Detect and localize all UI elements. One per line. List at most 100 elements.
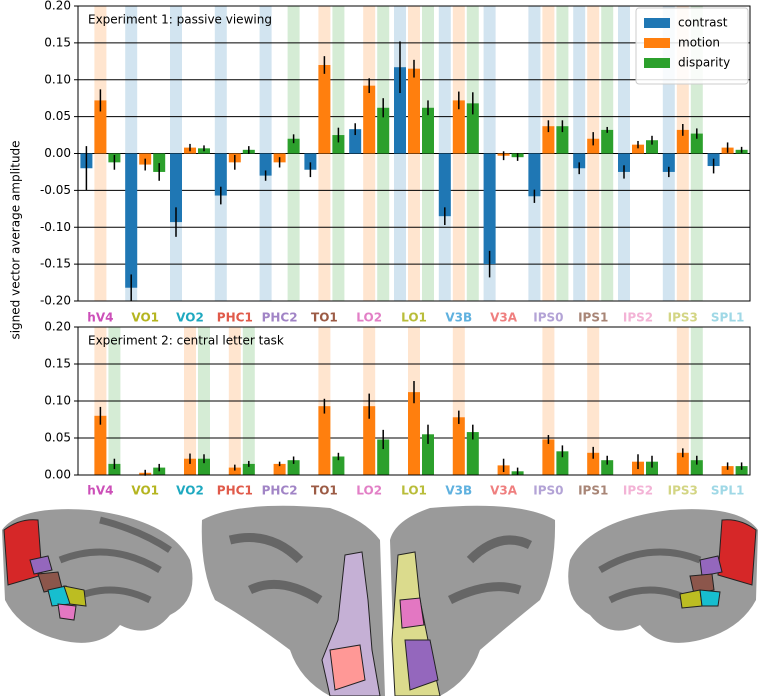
x-tick-label: TO1	[311, 311, 338, 325]
bar	[94, 415, 107, 475]
y-tick-label: 0.10	[44, 394, 71, 408]
x-tick-label: TO1	[311, 484, 338, 498]
y-axis-label: signed vector average amplitude	[9, 140, 23, 339]
bar	[287, 460, 300, 475]
y-tick-label: 0.15	[44, 357, 71, 371]
bar	[452, 100, 465, 154]
plot-frame	[77, 5, 751, 302]
bar	[452, 417, 465, 475]
y-tick-label: 0.10	[44, 72, 71, 86]
bar	[646, 461, 658, 475]
x-tick-label: LO2	[356, 484, 382, 498]
bar	[601, 129, 614, 154]
bar	[721, 466, 734, 475]
legend-swatch	[644, 38, 670, 48]
bar	[466, 432, 479, 475]
x-tick-label: SPL1	[711, 311, 744, 325]
x-tick-label: V3A	[490, 311, 518, 325]
x-tick-label: IPS3	[668, 311, 698, 325]
bar	[332, 456, 345, 475]
bar	[394, 67, 406, 154]
x-tick-label: LO1	[401, 311, 427, 325]
y-tick-label: 0.15	[44, 35, 71, 49]
bar	[153, 153, 166, 172]
x-tick-label: VO1	[131, 311, 159, 325]
bar	[587, 138, 600, 154]
x-tick-label: SPL1	[711, 484, 744, 498]
bar	[198, 458, 210, 475]
y-tick-label: -0.20	[40, 294, 71, 308]
brain-left-lateral	[2, 509, 193, 643]
bar	[259, 153, 272, 176]
y-tick-label: 0.00	[44, 468, 71, 482]
bar	[408, 392, 420, 475]
bar	[690, 133, 703, 154]
bar	[287, 138, 300, 154]
legend-label: motion	[678, 36, 720, 50]
y-tick-label: -0.15	[40, 257, 71, 271]
bar	[332, 135, 345, 154]
x-tick-label: PHC1	[217, 484, 253, 498]
bar	[618, 153, 630, 172]
brain-posterior	[200, 505, 556, 696]
legend-label: disparity	[678, 56, 730, 70]
y-tick-label: 0.00	[44, 146, 71, 160]
bar	[690, 460, 703, 475]
bar	[273, 463, 286, 475]
bar	[438, 153, 451, 217]
y-tick-label: 0.05	[44, 109, 71, 123]
x-tick-label: V3B	[445, 311, 472, 325]
x-tick-label: VO2	[176, 311, 204, 325]
x-tick-label: PHC2	[262, 311, 298, 325]
x-tick-label: IPS3	[668, 484, 698, 498]
bar	[94, 100, 107, 154]
legend-label: contrast	[678, 16, 728, 30]
bar	[466, 103, 479, 154]
bar	[363, 85, 376, 154]
x-tick-label: hV4	[87, 311, 113, 325]
y-tick-label: 0.05	[44, 431, 71, 445]
legend-swatch	[644, 58, 670, 68]
bar	[242, 463, 255, 475]
plot-frame	[77, 326, 751, 476]
bar	[422, 107, 434, 154]
bar	[408, 68, 420, 154]
bar	[676, 129, 689, 154]
bar	[318, 406, 331, 475]
bar	[125, 153, 138, 288]
chart-title: Experiment 2: central letter task	[88, 334, 284, 348]
bar	[108, 463, 121, 475]
chart-title: Experiment 1: passive viewing	[88, 13, 272, 27]
brain-right-lateral	[568, 509, 758, 643]
x-tick-label: IPS2	[623, 311, 653, 325]
x-tick-label: IPS2	[623, 484, 653, 498]
bar	[601, 460, 614, 475]
bar	[646, 140, 658, 154]
chart-panel: 0.00 0.05 0.10 0.15 0.20 hV4 VO1 VO2 PHC1 PHC2 TO1…	[44, 320, 751, 498]
bar	[170, 153, 182, 223]
x-tick-label: VO2	[176, 484, 204, 498]
x-tick-label: IPS1	[578, 484, 608, 498]
bar	[483, 153, 496, 265]
x-tick-label: IPS0	[533, 484, 563, 498]
bar	[587, 452, 600, 475]
bar	[349, 129, 362, 154]
x-tick-label: VO1	[131, 484, 159, 498]
bar	[556, 126, 569, 154]
y-tick-label: -0.10	[40, 220, 71, 234]
bar	[184, 458, 196, 475]
y-tick-label: -0.05	[40, 183, 71, 197]
bar	[228, 467, 241, 475]
bar	[542, 126, 555, 154]
chart-panel: -0.20 -0.15 -0.10 -0.05 0.00 0.05 0.10 0.15 0.20…	[40, 0, 751, 325]
bar	[662, 153, 675, 172]
bar	[542, 439, 555, 475]
x-tick-label: PHC2	[262, 484, 298, 498]
bar	[676, 452, 689, 475]
bar	[735, 466, 748, 475]
y-tick-label: 0.20	[44, 0, 71, 13]
bar	[573, 153, 586, 169]
bar	[363, 406, 376, 475]
